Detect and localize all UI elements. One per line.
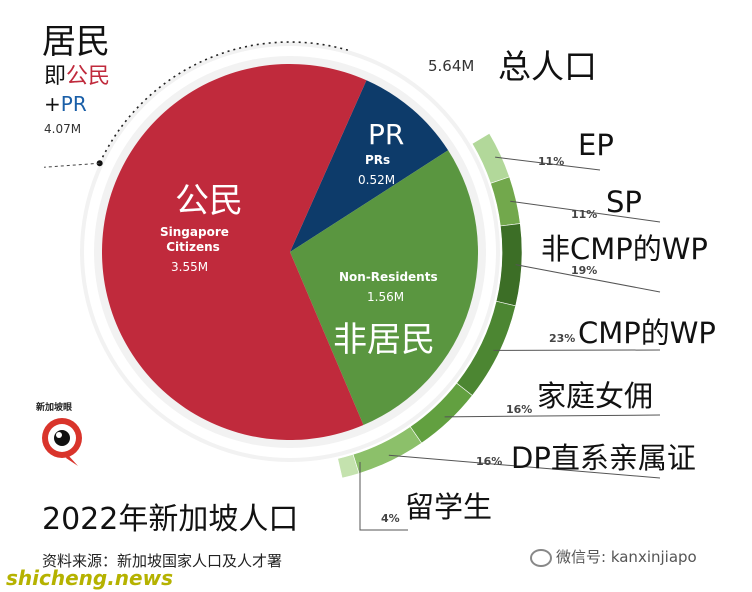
slice-non_residents bbox=[290, 150, 478, 426]
watermark-right: 微信号: kanxinjiapo bbox=[530, 546, 697, 567]
sp-percent: 11% bbox=[571, 208, 598, 221]
dp-percent: 16% bbox=[476, 455, 503, 468]
maid-percent: 16% bbox=[506, 403, 533, 416]
pr-en-label: PRs bbox=[365, 153, 391, 167]
student-percent: 4% bbox=[381, 512, 400, 525]
wp-cmp-percent: 23% bbox=[549, 332, 576, 345]
dp-label: DP直系亲属证 bbox=[511, 441, 696, 475]
watermark-right-text: 微信号: kanxinjiapo bbox=[556, 548, 697, 566]
total-label: 总人口 bbox=[498, 47, 597, 86]
wp-cmp-label: CMP的WP bbox=[578, 316, 716, 350]
leader-line-6 bbox=[359, 462, 408, 531]
leader-line-5 bbox=[388, 454, 661, 479]
logo-eye-icon bbox=[42, 418, 82, 466]
residents-value: 4.07M bbox=[44, 122, 82, 136]
citizens-cn-label: 公民 bbox=[175, 181, 243, 221]
residents-title: 居民 bbox=[42, 22, 110, 62]
wp-noncmp-label: 非CMP的WP bbox=[541, 232, 708, 266]
student-label: 留学生 bbox=[405, 490, 493, 524]
citizens-en-line1: Singapore bbox=[160, 225, 229, 239]
pr-cn-label: PR bbox=[368, 118, 405, 151]
maid-label: 家庭女佣 bbox=[537, 379, 654, 413]
non-residents-value: 1.56M bbox=[367, 290, 405, 304]
leader-line-2 bbox=[515, 264, 661, 293]
non-residents-cn-label: 非居民 bbox=[333, 320, 435, 360]
non-residents-en-label: Non-Residents bbox=[339, 270, 438, 284]
slice-prs bbox=[290, 80, 449, 253]
residents-plus: + bbox=[44, 92, 61, 116]
logo-text: 新加坡眼 bbox=[36, 403, 73, 413]
residents-pr-word: PR bbox=[60, 92, 87, 116]
watermark-left: shicheng.news bbox=[6, 566, 173, 590]
pr-value: 0.52M bbox=[358, 173, 396, 187]
wp-noncmp-percent: 19% bbox=[571, 264, 598, 277]
logo: 新加坡眼 bbox=[36, 400, 102, 470]
citizens-en-line2: Citizens bbox=[166, 240, 220, 254]
chart-title: 2022年新加坡人口 bbox=[42, 502, 299, 537]
ep-label: EP bbox=[578, 128, 614, 162]
citizens-en-label: Singapore Citizens bbox=[160, 225, 229, 255]
citizens-value: 3.55M bbox=[171, 260, 209, 274]
total-value: 5.64M bbox=[428, 57, 475, 75]
slice-citizens bbox=[101, 63, 367, 440]
sp-label: SP bbox=[606, 185, 642, 219]
residents-prefix: 即 bbox=[44, 64, 67, 89]
residents-arc-pointer bbox=[43, 162, 100, 168]
residents-pr-line: +PR bbox=[44, 92, 87, 116]
residents-definition: 即公民 bbox=[44, 58, 110, 90]
leader-line-0 bbox=[495, 156, 601, 171]
leader-line-1 bbox=[510, 200, 661, 223]
breakdown-segment-6 bbox=[337, 454, 360, 479]
residents-citizen-word: 公民 bbox=[66, 64, 111, 89]
ep-percent: 11% bbox=[538, 155, 565, 168]
source-text: 资料来源：新加坡国家人口及人才署 bbox=[42, 552, 283, 570]
wechat-icon bbox=[530, 548, 552, 567]
leader-line-4 bbox=[444, 414, 661, 418]
